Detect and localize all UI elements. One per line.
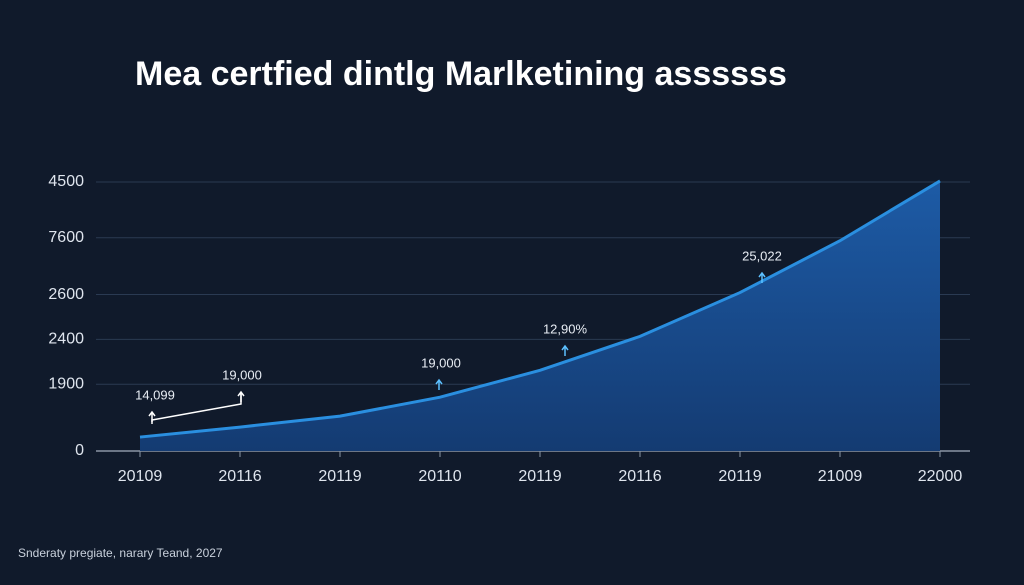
y-tick-label: 0	[75, 442, 84, 459]
x-tick-label: 20109	[118, 468, 163, 485]
x-tick-label: 20119	[718, 468, 761, 485]
x-tick-label: 20110	[418, 468, 461, 485]
annotation: 14,099	[135, 387, 175, 402]
x-tick-label: 20116	[218, 468, 261, 485]
x-tick-label: 21009	[818, 468, 863, 485]
annotation: 19,000	[222, 367, 262, 382]
y-tick-label: 2600	[48, 286, 84, 303]
x-tick-label: 20119	[518, 468, 561, 485]
y-tick-label: 2400	[48, 331, 84, 348]
annotation-arrow	[435, 378, 443, 390]
annotation: 12,90%	[543, 321, 588, 336]
area	[140, 180, 940, 451]
x-tick-label: 22000	[918, 468, 963, 485]
x-tick-label: 20116	[618, 468, 661, 485]
line	[139, 179, 941, 439]
annotation: 25,022	[742, 248, 782, 263]
annotation-connector	[151, 394, 242, 424]
annotation: 19,000	[421, 355, 461, 370]
annotation-arrow	[561, 344, 569, 356]
x-tick-label: 20119	[318, 468, 361, 485]
y-tick-label: 1900	[48, 375, 84, 392]
annotation-arrow	[758, 271, 766, 283]
footer: Snderaty pregiate, narary Teand, 2027	[18, 546, 223, 560]
y-tick-label: 4500	[48, 173, 84, 190]
chart-title: Mea certfied dintlg Marlketining assssss	[135, 55, 787, 93]
y-tick-label: 7600	[48, 229, 84, 246]
